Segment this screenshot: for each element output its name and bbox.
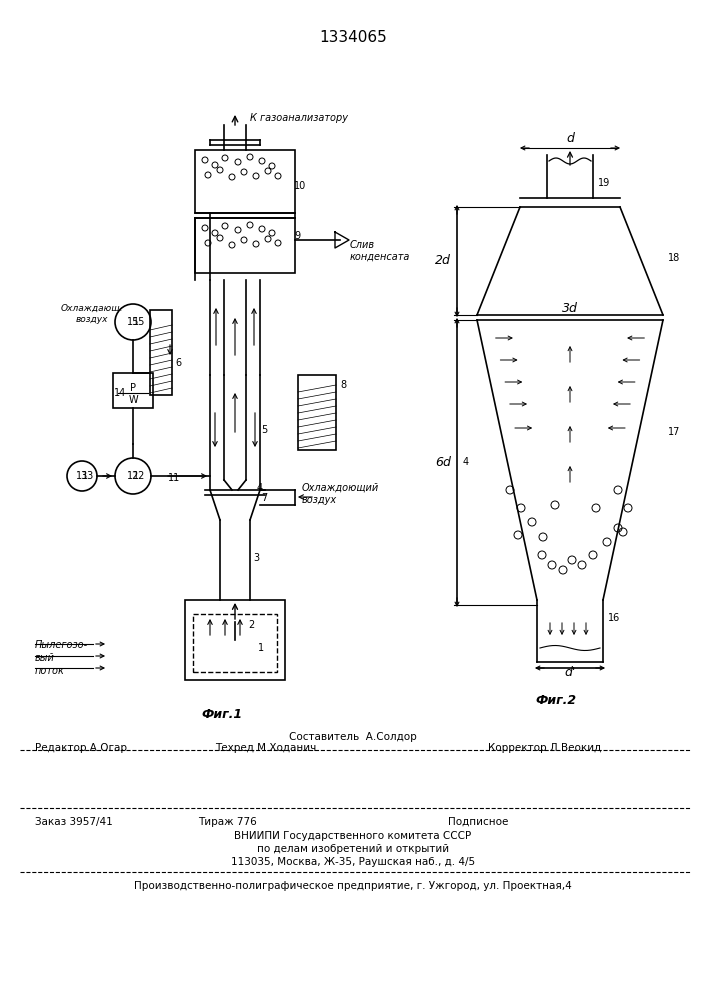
Text: W: W xyxy=(128,395,138,405)
Bar xyxy=(185,600,285,680)
Text: ВНИИПИ Государственного комитета СССР: ВНИИПИ Государственного комитета СССР xyxy=(235,831,472,841)
Text: Охлаждоющий: Охлаждоющий xyxy=(302,483,379,493)
Text: Фиг.2: Фиг.2 xyxy=(535,694,576,706)
Text: 2d: 2d xyxy=(435,254,451,267)
Text: 15: 15 xyxy=(133,317,146,327)
Text: 16: 16 xyxy=(608,613,620,623)
Text: Тираж 776: Тираж 776 xyxy=(198,817,257,827)
Text: Корректор Л.Веокид: Корректор Л.Веокид xyxy=(488,743,601,753)
Text: 6: 6 xyxy=(175,358,181,368)
Text: 2: 2 xyxy=(248,620,255,630)
Text: 11: 11 xyxy=(168,473,180,483)
Bar xyxy=(195,150,295,213)
Text: конденсата: конденсата xyxy=(350,252,410,262)
Text: d': d' xyxy=(564,666,575,678)
Text: 12: 12 xyxy=(127,471,139,481)
Text: 8: 8 xyxy=(340,380,346,390)
Text: 13: 13 xyxy=(82,471,94,481)
Text: 3: 3 xyxy=(253,553,259,563)
Text: 14: 14 xyxy=(114,388,127,398)
Text: 19: 19 xyxy=(598,178,610,188)
Text: 10: 10 xyxy=(294,181,306,191)
Text: 4: 4 xyxy=(463,457,469,467)
Text: Слив: Слив xyxy=(350,240,375,250)
Bar xyxy=(193,614,277,672)
Text: Охлаждающ.: Охлаждающ. xyxy=(61,304,123,312)
Text: Подписное: Подписное xyxy=(448,817,508,827)
Bar xyxy=(150,310,172,395)
Text: 9: 9 xyxy=(294,231,300,241)
Text: 1: 1 xyxy=(258,643,264,653)
Text: d: d xyxy=(566,131,574,144)
Text: 6d: 6d xyxy=(435,456,451,468)
Text: 113035, Москва, Ж-35, Раушская наб., д. 4/5: 113035, Москва, Ж-35, Раушская наб., д. … xyxy=(231,857,475,867)
Text: по делам изобретений и открытий: по делам изобретений и открытий xyxy=(257,844,449,854)
Text: Заказ 3957/41: Заказ 3957/41 xyxy=(35,817,112,827)
Text: 18: 18 xyxy=(668,253,680,263)
Text: 7: 7 xyxy=(261,493,267,503)
Bar xyxy=(113,373,153,408)
Text: 13: 13 xyxy=(76,471,88,481)
Text: Редактор А.Огар: Редактор А.Огар xyxy=(35,743,127,753)
Bar xyxy=(195,218,295,273)
Text: 17: 17 xyxy=(668,427,680,437)
Text: 15: 15 xyxy=(127,317,139,327)
Text: 1334065: 1334065 xyxy=(319,29,387,44)
Text: воздух: воздух xyxy=(76,316,108,324)
Bar xyxy=(298,375,336,450)
Text: 12: 12 xyxy=(133,471,146,481)
Text: 4: 4 xyxy=(257,483,263,493)
Text: P: P xyxy=(130,383,136,393)
Text: Пылегозо-: Пылегозо- xyxy=(35,640,88,650)
Text: Фиг.1: Фиг.1 xyxy=(201,708,243,722)
Text: Составитель  А.Солдор: Составитель А.Солдор xyxy=(289,732,417,742)
Text: 5: 5 xyxy=(261,425,267,435)
Text: К газоанализатору: К газоанализатору xyxy=(250,113,348,123)
Text: воздух: воздух xyxy=(302,495,337,505)
Text: вый: вый xyxy=(35,653,55,663)
Text: Техред М.Ходанич: Техред М.Ходанич xyxy=(215,743,316,753)
Text: поток: поток xyxy=(35,666,65,676)
Text: 3d: 3d xyxy=(562,302,578,314)
Text: Производственно-полиграфическое предприятие, г. Ужгород, ул. Проектная,4: Производственно-полиграфическое предприя… xyxy=(134,881,572,891)
